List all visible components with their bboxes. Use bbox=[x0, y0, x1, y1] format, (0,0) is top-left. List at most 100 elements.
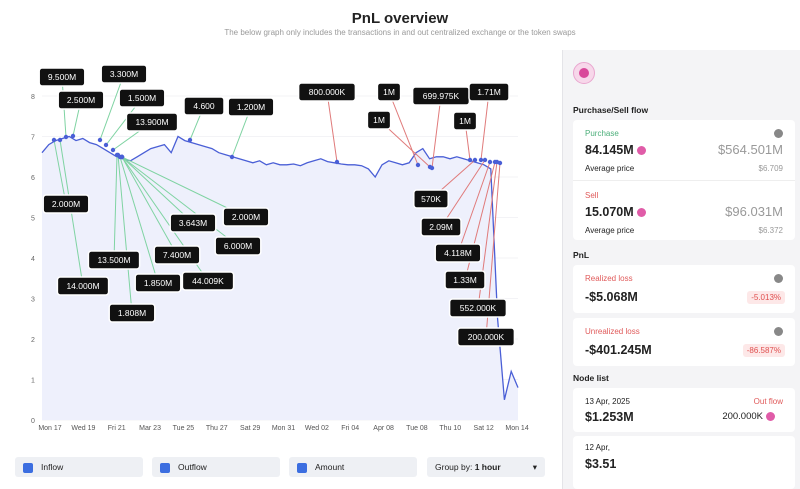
outflow-toggle[interactable]: Outflow bbox=[152, 457, 280, 477]
node-card[interactable]: 12 Apr, $3.51 bbox=[573, 436, 795, 489]
section-title: PnL bbox=[573, 250, 590, 260]
annotation-label: 1.200M bbox=[237, 102, 265, 112]
annotation-point bbox=[229, 154, 235, 160]
group-by-select[interactable]: Group by: 1 hour ▾ bbox=[427, 457, 545, 477]
annotation-box bbox=[444, 270, 486, 290]
x-tick-label: Mon 17 bbox=[38, 425, 61, 432]
annotation-box bbox=[100, 64, 148, 84]
value: 200.000K bbox=[722, 411, 763, 422]
annotation-label: 552.000K bbox=[460, 303, 497, 313]
label: Outflow bbox=[178, 462, 207, 472]
annotation-connector bbox=[53, 139, 67, 205]
annotation-label: 800.000K bbox=[309, 87, 346, 97]
caret: ▾ bbox=[532, 462, 537, 472]
y-tick-label: 4 bbox=[31, 256, 35, 263]
annotation-connector bbox=[121, 156, 239, 247]
x-tick-label: Fri 04 bbox=[341, 425, 359, 432]
annotation-label: 13.900M bbox=[135, 117, 168, 127]
annotation-connector bbox=[431, 95, 442, 169]
annotation-label: 1.808M bbox=[118, 308, 146, 318]
annotation-box bbox=[125, 112, 179, 132]
checkbox[interactable] bbox=[160, 462, 170, 473]
annotation-box bbox=[169, 213, 217, 233]
annotation-label: 699.975K bbox=[423, 91, 460, 101]
annotation-label: 7.400M bbox=[163, 250, 191, 260]
annotation-box bbox=[222, 207, 270, 227]
label: Unrealized loss bbox=[585, 327, 640, 336]
annotation-point bbox=[57, 137, 63, 143]
annotation-connector bbox=[388, 91, 419, 166]
help-icon[interactable] bbox=[774, 129, 783, 138]
annotation-box bbox=[468, 82, 510, 102]
usd: $1.253M bbox=[585, 410, 634, 424]
amount: 15.070M bbox=[585, 205, 646, 219]
annotation-label: 570K bbox=[421, 194, 441, 204]
x-tick-label: Mar 23 bbox=[139, 425, 161, 432]
amount: 84.145M bbox=[585, 143, 646, 157]
x-tick-label: Fri 21 bbox=[108, 425, 126, 432]
annotation-box bbox=[42, 194, 90, 214]
y-tick-label: 1 bbox=[31, 378, 35, 385]
inflow-toggle[interactable]: Inflow bbox=[15, 457, 143, 477]
unrealized-card: Unrealized loss -$401.245M -86.587% bbox=[573, 318, 795, 366]
checkbox[interactable] bbox=[297, 462, 307, 473]
annotation-connector bbox=[121, 156, 178, 256]
x-tick-label: Mon 31 bbox=[272, 425, 295, 432]
area bbox=[42, 136, 518, 420]
annotation-box bbox=[214, 236, 262, 256]
annotation-box bbox=[448, 298, 508, 318]
annotation-connector bbox=[113, 154, 118, 261]
annotation-box bbox=[134, 273, 182, 293]
x-tick-label: Wed 02 bbox=[305, 425, 329, 432]
annotation-label: 1M bbox=[383, 87, 395, 97]
help-icon[interactable] bbox=[774, 327, 783, 336]
annotation-point bbox=[429, 165, 435, 171]
annotation-label: 44.009K bbox=[192, 276, 224, 286]
annotation-label: 1.33M bbox=[453, 275, 477, 285]
label: Group by: bbox=[435, 462, 473, 472]
amount-toggle[interactable]: Amount bbox=[289, 457, 417, 477]
page-subtitle: The below graph only includes the transa… bbox=[224, 28, 576, 37]
annotation-point bbox=[334, 159, 340, 165]
value: 84.145M bbox=[585, 143, 634, 157]
annotation-label: 2.000M bbox=[52, 199, 80, 209]
coin bbox=[636, 208, 646, 218]
usd: $564.501M bbox=[717, 142, 783, 157]
token-icon[interactable] bbox=[573, 62, 595, 84]
annotation-point bbox=[487, 159, 493, 165]
y-tick-label: 0 bbox=[31, 418, 35, 425]
annotation-box bbox=[181, 271, 235, 291]
checkbox[interactable] bbox=[23, 462, 33, 473]
pct: -5.013% bbox=[747, 291, 785, 304]
annotation-connector bbox=[121, 156, 194, 224]
annotation-box bbox=[227, 97, 275, 117]
avg: $6.709 bbox=[758, 164, 783, 173]
usd: $3.51 bbox=[585, 457, 617, 471]
annotation-point bbox=[472, 157, 478, 163]
label: Inflow bbox=[41, 462, 64, 472]
label: Sell bbox=[585, 191, 599, 200]
date: 12 Apr, bbox=[585, 443, 610, 452]
annotation-point bbox=[63, 134, 69, 140]
flow: Out flow bbox=[753, 397, 783, 406]
annotation-label: 14.000M bbox=[66, 281, 99, 291]
annotation-point bbox=[415, 162, 421, 168]
x-tick-label: Sat 29 bbox=[240, 425, 260, 432]
annotation-label: 4.118M bbox=[444, 248, 472, 258]
annotation-box bbox=[87, 250, 141, 270]
annotation-point bbox=[497, 160, 503, 166]
annotation-point bbox=[103, 142, 109, 148]
annotation-labels: 9.500M 2.500M 3.300M 1.500M 13.900M 4.600 1.20… bbox=[38, 64, 516, 347]
annotation-connector bbox=[117, 154, 133, 314]
avg-label: Average price bbox=[585, 226, 635, 235]
annotation-point bbox=[51, 137, 57, 143]
label: Amount bbox=[315, 462, 345, 472]
flow-card: Purchase 84.145M $564.501M Average price… bbox=[573, 120, 795, 240]
value: 1 hour bbox=[474, 462, 501, 472]
annotation-point bbox=[478, 157, 484, 163]
help-icon[interactable] bbox=[774, 274, 783, 283]
node-card[interactable]: 13 Apr, 2025 Out flow $1.253M 200.000K bbox=[573, 388, 795, 432]
section-title: Node list bbox=[573, 373, 609, 383]
